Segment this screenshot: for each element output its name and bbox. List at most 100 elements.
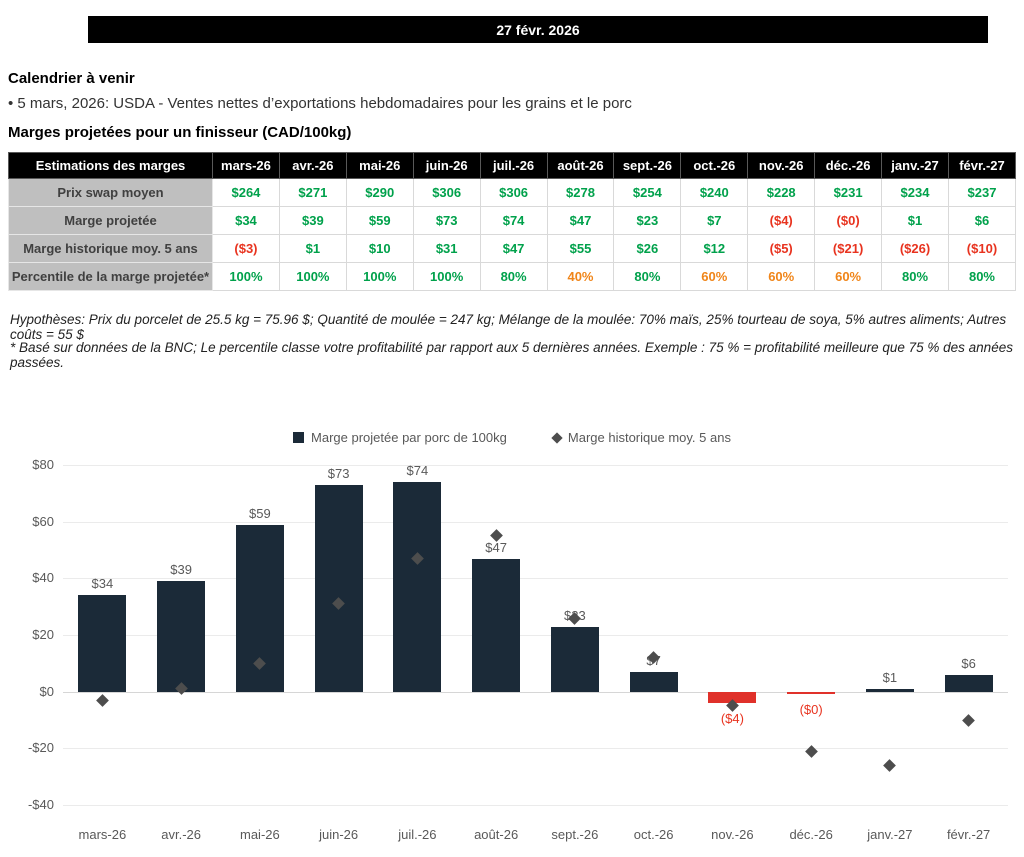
table-cell: $47 bbox=[479, 234, 548, 263]
x-axis-tick-label: nov.-26 bbox=[711, 827, 754, 842]
margin-bar bbox=[787, 691, 836, 695]
table-cell: ($10) bbox=[947, 234, 1017, 263]
table-cell: $39 bbox=[278, 206, 347, 235]
table-cell: 100% bbox=[412, 262, 481, 291]
table-cell: $23 bbox=[613, 206, 682, 235]
assumptions-note: Hypothèses: Prix du porcelet de 25.5 kg … bbox=[10, 312, 1007, 342]
diamond-legend-icon bbox=[551, 431, 563, 444]
table-cell: ($5) bbox=[747, 234, 816, 263]
margins-section-title: Marges projetées pour un finisseur (CAD/… bbox=[8, 124, 352, 141]
historic-margin-marker bbox=[962, 713, 975, 727]
table-cell: ($26) bbox=[881, 234, 949, 263]
x-axis-tick-label: juil.-26 bbox=[398, 827, 437, 842]
table-cell: $74 bbox=[479, 206, 548, 235]
bar-value-label: $74 bbox=[406, 463, 429, 478]
table-row: Marge historique moy. 5 ans ($3) $1 $10 $31 $… bbox=[8, 234, 1017, 263]
margin-bar bbox=[472, 558, 521, 692]
x-axis-tick-label: oct.-26 bbox=[633, 827, 674, 842]
table-cell: $26 bbox=[613, 234, 682, 263]
row-label: Marge historique moy. 5 ans bbox=[8, 234, 213, 263]
table-cell: $1 bbox=[278, 234, 347, 263]
table-cell: 80% bbox=[613, 262, 682, 291]
table-corner-header: Estimations des marges bbox=[8, 152, 213, 179]
table-cell: $59 bbox=[345, 206, 414, 235]
month-header: sept.-26 bbox=[613, 152, 682, 179]
bar-value-label: ($0) bbox=[799, 702, 823, 718]
margins-table-body: Prix swap moyen $264 $271 $290 $306 $306 $278 $… bbox=[8, 178, 1017, 291]
bar-value-label: $6 bbox=[961, 655, 976, 671]
month-header: déc.-26 bbox=[814, 152, 883, 179]
historic-margin-marker bbox=[96, 693, 109, 707]
table-cell: ($4) bbox=[747, 206, 816, 235]
margins-table: Estimations des marges mars-26 avr.-26 mai… bbox=[8, 152, 1017, 291]
gridline bbox=[63, 521, 1008, 523]
margin-bar bbox=[314, 484, 363, 692]
month-header: août-26 bbox=[546, 152, 615, 179]
y-axis-tick-label: $40 bbox=[32, 570, 54, 586]
month-header: oct.-26 bbox=[680, 152, 749, 179]
table-cell: 40% bbox=[546, 262, 615, 291]
table-cell: $10 bbox=[345, 234, 414, 263]
gridline bbox=[63, 748, 1008, 750]
margin-chart: Marge projetée par porc de 100kg Marge h… bbox=[8, 425, 1016, 850]
table-cell: 80% bbox=[947, 262, 1017, 291]
table-cell: $31 bbox=[412, 234, 481, 263]
chart-y-axis: $80 $60 $40 $20 $0 -$20 -$40 bbox=[8, 457, 58, 812]
bar-legend-swatch-icon bbox=[293, 432, 305, 443]
table-cell: ($0) bbox=[814, 206, 883, 235]
table-cell: $1 bbox=[881, 206, 949, 235]
table-cell: 60% bbox=[814, 262, 883, 291]
row-label: Marge projetée bbox=[8, 206, 213, 235]
table-cell: $237 bbox=[947, 178, 1017, 207]
calendar-item: • 5 mars, 2026: USDA - Ventes nettes d’e… bbox=[8, 95, 632, 112]
table-cell: 60% bbox=[747, 262, 816, 291]
table-cell: 60% bbox=[680, 262, 749, 291]
month-header: nov.-26 bbox=[747, 152, 816, 179]
bar-value-label: ($4) bbox=[720, 711, 744, 726]
table-cell: $231 bbox=[814, 178, 883, 207]
historic-margin-marker bbox=[883, 758, 897, 772]
x-axis-tick-label: sept.-26 bbox=[551, 827, 599, 842]
bar-value-label: $1 bbox=[882, 669, 898, 685]
table-cell: ($3) bbox=[212, 234, 280, 263]
table-cell: $55 bbox=[546, 234, 615, 263]
gridline bbox=[63, 805, 1008, 806]
margin-bar bbox=[157, 581, 206, 692]
margin-bar bbox=[393, 482, 442, 692]
month-header: mai-26 bbox=[345, 152, 414, 179]
table-cell: 80% bbox=[479, 262, 548, 291]
y-axis-tick-label: $80 bbox=[32, 457, 54, 472]
table-row: Prix swap moyen $264 $271 $290 $306 $306 $278 $… bbox=[8, 178, 1017, 207]
row-label: Percentile de la marge projetée* bbox=[8, 262, 213, 291]
x-axis-tick-label: juin-26 bbox=[319, 827, 359, 842]
table-cell: $240 bbox=[680, 178, 749, 207]
table-cell: ($21) bbox=[814, 234, 883, 263]
table-cell: $254 bbox=[613, 178, 682, 207]
legend-item-markers: Marge historique moy. 5 ans bbox=[551, 430, 731, 445]
chart-plot: $34 mars-26 $39 avr.-26 $59 mai-26 $73 juin-26 $… bbox=[63, 463, 1008, 842]
margin-bar bbox=[708, 691, 757, 703]
table-header-row: Estimations des marges mars-26 avr.-26 mai… bbox=[8, 152, 1017, 179]
bar-value-label: $59 bbox=[249, 505, 271, 521]
table-cell: $306 bbox=[479, 178, 548, 207]
x-axis-tick-label: déc.-26 bbox=[789, 827, 833, 842]
margins-table-head: Estimations des marges mars-26 avr.-26 mai… bbox=[8, 152, 1017, 179]
month-header: avr.-26 bbox=[278, 152, 347, 179]
bar-value-label: $73 bbox=[327, 465, 350, 481]
row-label: Prix swap moyen bbox=[8, 178, 213, 207]
calendar-section-title: Calendrier à venir bbox=[8, 70, 135, 87]
historic-margin-marker bbox=[804, 744, 818, 758]
x-axis-tick-label: mars-26 bbox=[78, 827, 127, 842]
x-axis-tick-label: avr.-26 bbox=[161, 827, 201, 842]
table-row: Percentile de la marge projetée* 100% 100%… bbox=[8, 262, 1017, 291]
chart-legend: Marge projetée par porc de 100kg Marge h… bbox=[8, 430, 1016, 445]
y-axis-tick-label: $20 bbox=[32, 627, 54, 642]
table-cell: 100% bbox=[345, 262, 414, 291]
table-cell: $290 bbox=[345, 178, 414, 207]
margin-bar bbox=[865, 688, 914, 692]
month-header: févr.-27 bbox=[947, 152, 1017, 179]
x-axis-tick-label: févr.-27 bbox=[946, 827, 991, 842]
x-axis-tick-label: mai-26 bbox=[240, 827, 280, 842]
date-header-bar: 27 févr. 2026 bbox=[88, 16, 988, 43]
